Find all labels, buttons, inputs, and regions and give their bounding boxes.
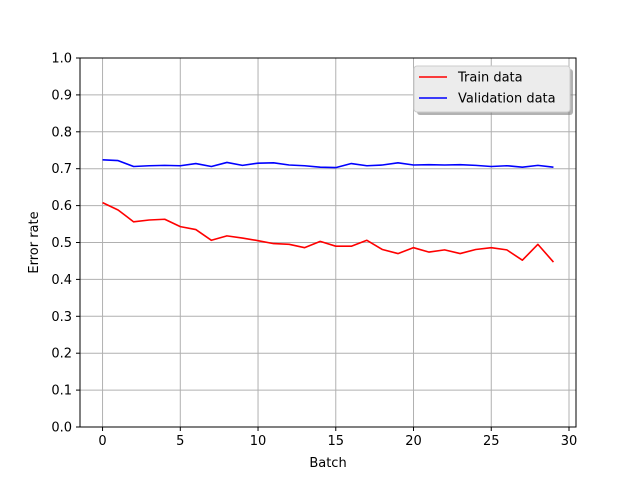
- y-tick-label: 0.0: [51, 421, 72, 436]
- x-axis-label: Batch: [309, 456, 346, 471]
- legend: Train data Validation data: [413, 65, 573, 115]
- y-tick-label: 0.1: [51, 384, 72, 399]
- y-tick-label: 1.0: [51, 52, 72, 67]
- y-tick-label: 0.9: [51, 88, 72, 103]
- series-lines: [102, 159, 555, 263]
- series-line-1: [102, 159, 554, 169]
- y-tick-label: 0.3: [51, 310, 72, 325]
- y-axis-label: Error rate: [27, 211, 42, 273]
- x-tick-label: 25: [483, 434, 500, 449]
- legend-box: [413, 65, 571, 113]
- x-tick-label: 15: [328, 434, 345, 449]
- axis-ticks: 0 5 10 15 20 25 30 0.0 0.1 0.2 0.3 0.4 0.5 0.6 0.7 0.8 0…: [51, 52, 577, 450]
- y-tick-label: 0.4: [51, 273, 72, 288]
- x-tick-label: 10: [250, 434, 267, 449]
- legend-label: Train data: [457, 71, 523, 86]
- x-tick-label: 5: [176, 434, 184, 449]
- y-tick-label: 0.7: [51, 162, 72, 177]
- x-tick-label: 0: [98, 434, 106, 449]
- x-tick-label: 20: [405, 434, 422, 449]
- y-tick-label: 0.8: [51, 125, 72, 140]
- x-tick-label: 30: [561, 434, 578, 449]
- series-line-0: [102, 201, 555, 263]
- y-tick-label: 0.2: [51, 347, 72, 362]
- y-tick-label: 0.6: [51, 199, 72, 214]
- legend-label: Validation data: [458, 92, 556, 107]
- y-tick-label: 0.5: [51, 236, 72, 251]
